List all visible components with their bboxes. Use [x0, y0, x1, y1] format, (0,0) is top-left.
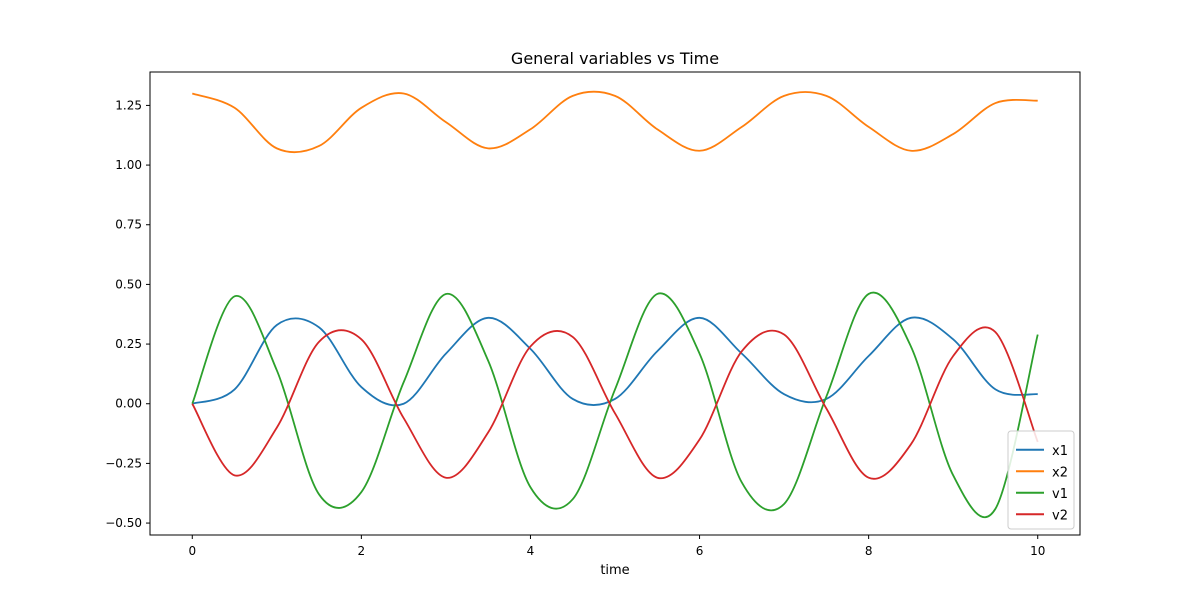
series-line-v1 — [191, 291, 1039, 518]
legend-label-v1: v1 — [1052, 487, 1068, 502]
y-tick-label: 0.50 — [115, 277, 142, 291]
legend-box — [1007, 430, 1075, 530]
legend-label-v2: v2 — [1052, 508, 1068, 523]
y-tick-label: 0.25 — [115, 337, 142, 351]
x-axis: 0 2 4 6 8 10 — [188, 535, 1045, 558]
legend-label-x2: x2 — [1052, 465, 1068, 480]
legend: x1 x2 v1 v2 — [1007, 430, 1075, 530]
plot-lines — [191, 90, 1039, 518]
y-tick-label: 0.00 — [115, 397, 142, 411]
y-tick-label: −0.50 — [105, 516, 142, 530]
series-line-x2 — [191, 90, 1038, 154]
x-tick-label: 6 — [696, 544, 704, 558]
plot-frame — [149, 71, 1081, 536]
series-line-x1 — [191, 316, 1038, 407]
x-tick-label: 2 — [358, 544, 366, 558]
x-tick-label: 8 — [865, 544, 873, 558]
x-tick-label: 4 — [527, 544, 535, 558]
y-tick-label: 0.75 — [115, 218, 142, 232]
x-axis-label: time — [600, 563, 629, 578]
x-tick-label: 10 — [1030, 544, 1045, 558]
y-tick-label: −0.25 — [105, 456, 142, 470]
legend-label-x1: x1 — [1052, 444, 1068, 459]
chart-title: General variables vs Time — [511, 49, 719, 68]
series-line-v2 — [191, 326, 1039, 480]
y-axis: −0.50 −0.25 0.00 0.25 0.50 0.75 1.00 1.25 — [105, 98, 150, 530]
y-tick-label: 1.00 — [115, 158, 142, 172]
y-tick-label: 1.25 — [115, 98, 142, 112]
x-tick-label: 0 — [188, 544, 196, 558]
